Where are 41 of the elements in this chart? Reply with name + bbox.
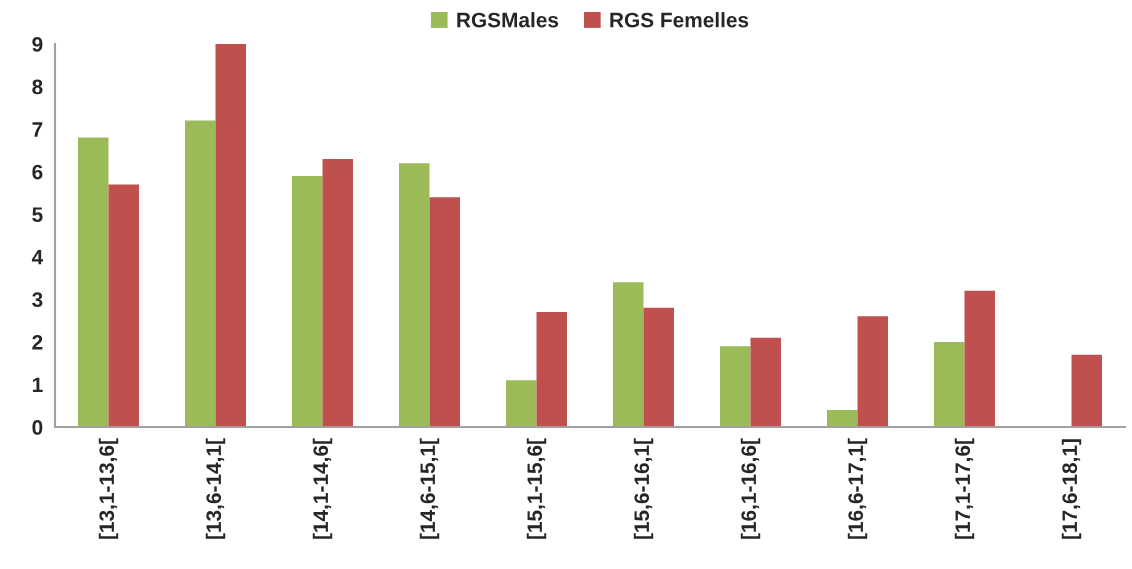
y-tick-label: 3 xyxy=(32,292,43,308)
y-tick-label: 4 xyxy=(31,249,44,265)
x-tick-label: [16,6-17,1[ xyxy=(847,438,868,539)
x-tick-label: [14,1-14,6[ xyxy=(312,438,333,539)
bar xyxy=(827,409,858,427)
bar xyxy=(857,316,888,427)
legend-label: RGSMales xyxy=(457,12,559,28)
x-tick-label: [13,1-13,6[ xyxy=(98,438,119,539)
y-tick-label: 7 xyxy=(32,122,43,137)
bar xyxy=(643,307,674,427)
y-tick-label: 6 xyxy=(32,164,43,180)
bar xyxy=(292,175,323,427)
bar xyxy=(108,184,139,427)
y-tick-label: 1 xyxy=(32,377,43,392)
x-tick-label: [17,6-18,1] xyxy=(1061,439,1082,539)
y-tick-label: 5 xyxy=(32,207,43,222)
y-tick-label: 9 xyxy=(32,37,43,52)
x-tick-label: [15,1-15,6[ xyxy=(526,438,547,539)
bar xyxy=(399,163,430,427)
bar xyxy=(720,346,751,427)
y-tick-label: 2 xyxy=(32,334,43,350)
y-tick-label: 0 xyxy=(32,420,43,435)
x-tick-label: [14,6-15,1[ xyxy=(419,438,440,539)
x-tick-label: [17,1-17,6[ xyxy=(954,438,975,539)
x-tick-label: [13,6-14,1[ xyxy=(205,438,226,539)
bar xyxy=(215,44,246,427)
bar xyxy=(185,120,216,427)
y-tick-label: 8 xyxy=(32,79,43,95)
bar xyxy=(429,197,460,427)
bar xyxy=(613,282,644,427)
x-tick-label: [16,1-16,6[ xyxy=(740,438,761,539)
bar xyxy=(536,312,567,427)
bar xyxy=(750,337,781,427)
bar xyxy=(322,158,353,427)
legend-label: RGS Femelles xyxy=(610,12,749,28)
x-tick-label: [15,6-16,1[ xyxy=(633,438,654,539)
bar xyxy=(964,290,995,427)
bar xyxy=(934,341,965,427)
bar xyxy=(1071,354,1102,427)
bar xyxy=(506,380,537,427)
bar xyxy=(78,137,109,427)
